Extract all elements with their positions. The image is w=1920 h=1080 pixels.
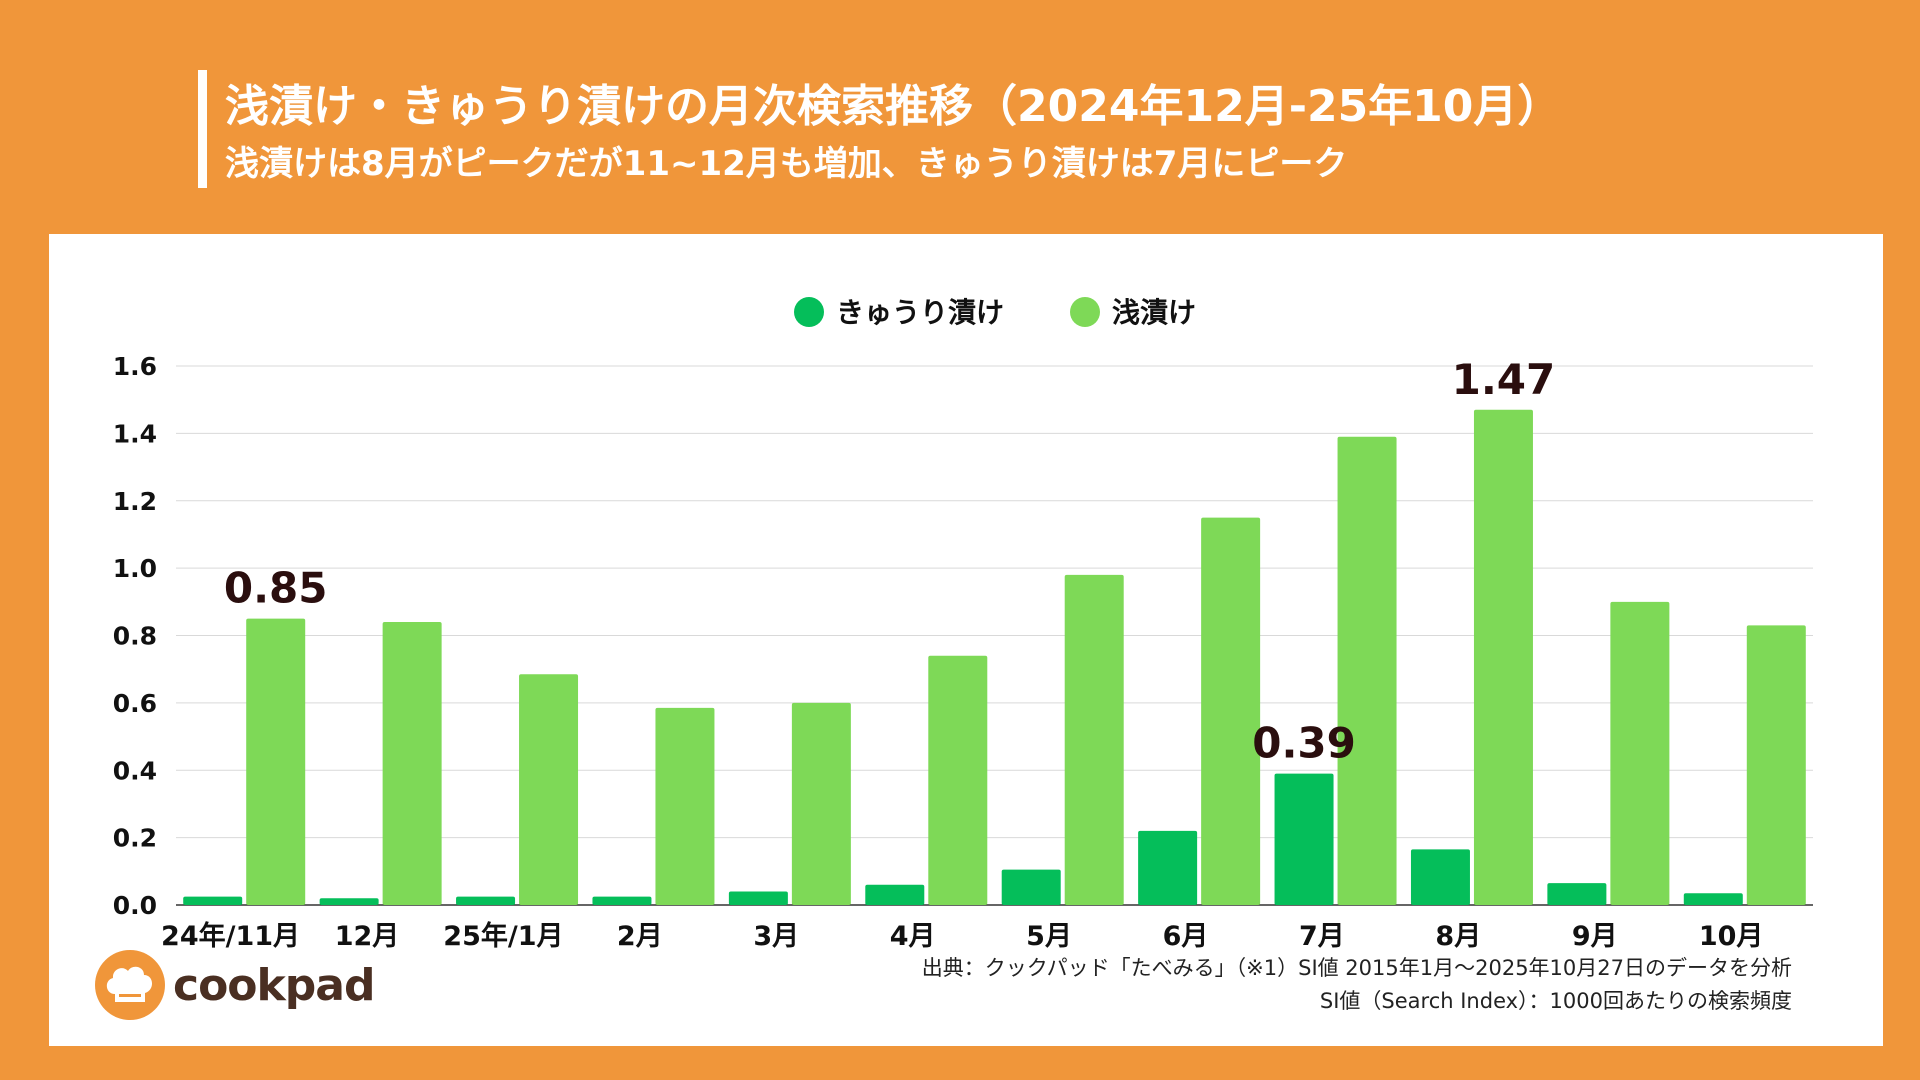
chart-subtitle: 浅漬けは8月がピークだが11~12月も増加、きゅうり漬けは7月にピーク bbox=[225, 144, 1348, 184]
y-tick-label: 0.0 bbox=[113, 891, 157, 920]
legend-label: きゅうり漬け bbox=[836, 296, 1004, 329]
bar-kyuri bbox=[592, 896, 652, 905]
bar-asazuke bbox=[928, 655, 988, 905]
y-tick-label: 0.4 bbox=[113, 756, 157, 785]
x-tick-label: 25年/1月 bbox=[443, 920, 563, 952]
x-tick-label: 4月 bbox=[890, 921, 936, 952]
bar-kyuri bbox=[728, 891, 788, 905]
x-tick-label: 12月 bbox=[335, 921, 400, 952]
bar-kyuri bbox=[1683, 893, 1743, 905]
bar-kyuri bbox=[319, 898, 379, 905]
bar-asazuke bbox=[791, 702, 851, 905]
x-tick-label: 6月 bbox=[1163, 921, 1209, 952]
y-tick-label: 1.2 bbox=[113, 487, 157, 516]
x-tick-label: 9月 bbox=[1572, 921, 1618, 952]
bar-asazuke bbox=[1064, 574, 1124, 905]
bar-kyuri bbox=[1138, 830, 1198, 905]
bar-kyuri bbox=[1274, 773, 1334, 905]
title-accent-bar bbox=[198, 70, 207, 188]
legend-label: 浅漬け bbox=[1112, 296, 1196, 329]
bar-asazuke bbox=[1337, 436, 1397, 905]
legend-swatch bbox=[794, 297, 824, 327]
bars bbox=[183, 409, 1806, 905]
y-tick-label: 0.6 bbox=[113, 689, 157, 718]
bar-asazuke bbox=[519, 674, 579, 905]
y-tick-label: 0.8 bbox=[113, 622, 157, 651]
x-tick-label: 7月 bbox=[1299, 921, 1345, 952]
y-tick-label: 1.4 bbox=[113, 419, 157, 448]
cookpad-logo: cookpad bbox=[95, 950, 375, 1020]
bar-asazuke bbox=[1201, 517, 1261, 905]
annotations: 0.85 0.39 1.47 bbox=[224, 355, 1555, 768]
bar-asazuke bbox=[246, 618, 306, 905]
bar-asazuke bbox=[1473, 409, 1533, 905]
bar-asazuke bbox=[1746, 625, 1806, 905]
logo-text: cookpad bbox=[173, 959, 375, 1011]
x-tick-label: 10月 bbox=[1699, 921, 1764, 952]
bar-chart: きゅうり漬け 浅漬け 0.0 0.2 0.4 0.6 0.8 1.0 1.2 1.4 1.6 24… bbox=[113, 296, 1813, 952]
bar-kyuri bbox=[1547, 883, 1607, 905]
source-line-1: 出典：クックパッド「たべみる」（※1）SI値 2015年1月〜2025年10月2… bbox=[921, 956, 1792, 980]
x-tick-label: 3月 bbox=[753, 921, 799, 952]
bar-kyuri bbox=[1410, 849, 1470, 905]
x-tick-label: 24年/11月 bbox=[161, 920, 300, 952]
bar-kyuri bbox=[183, 896, 243, 905]
y-tick-label: 1.6 bbox=[113, 352, 157, 381]
grid-lines bbox=[176, 365, 1813, 906]
x-tick-label: 8月 bbox=[1435, 921, 1481, 952]
y-tick-label: 0.2 bbox=[113, 824, 157, 853]
bar-kyuri bbox=[1001, 869, 1061, 905]
x-tick-label: 5月 bbox=[1026, 921, 1072, 952]
bar-asazuke bbox=[1610, 601, 1670, 905]
bar-asazuke bbox=[655, 707, 715, 905]
x-tick-label: 2月 bbox=[617, 921, 663, 952]
chart-panel: きゅうり漬け 浅漬け 0.0 0.2 0.4 0.6 0.8 1.0 1.2 1.4 1.6 24… bbox=[49, 234, 1883, 1046]
chart-title: 浅漬け・きゅうり漬けの月次検索推移（2024年12月-25年10月） bbox=[225, 81, 1562, 132]
data-label: 1.47 bbox=[1452, 355, 1556, 404]
chef-hat-icon bbox=[95, 950, 165, 1020]
bar-kyuri bbox=[456, 896, 516, 905]
source-note: 出典：クックパッド「たべみる」（※1）SI値 2015年1月〜2025年10月2… bbox=[922, 952, 1792, 1018]
data-label: 0.85 bbox=[224, 564, 328, 613]
source-line-2: SI値（Search Index）：1000回あたりの検索頻度 bbox=[1319, 989, 1792, 1013]
bar-kyuri bbox=[865, 884, 925, 905]
y-axis: 0.0 0.2 0.4 0.6 0.8 1.0 1.2 1.4 1.6 bbox=[113, 352, 157, 920]
chart-legend: きゅうり漬け 浅漬け bbox=[794, 296, 1196, 329]
bar-asazuke bbox=[382, 622, 442, 905]
data-label: 0.39 bbox=[1252, 719, 1356, 768]
legend-swatch bbox=[1070, 297, 1100, 327]
y-tick-label: 1.0 bbox=[113, 554, 157, 583]
x-axis: 24年/11月 12月 25年/1月 2月 3月 4月 5月 6月 7月 8月 9月 10月 bbox=[161, 920, 1763, 952]
